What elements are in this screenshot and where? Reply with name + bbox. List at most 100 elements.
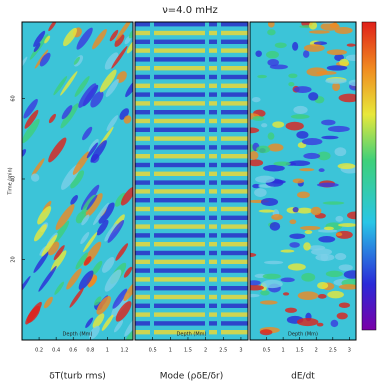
blob — [76, 27, 93, 50]
blob — [128, 29, 133, 39]
blob — [338, 302, 351, 308]
stripe — [135, 215, 248, 220]
blob — [78, 270, 94, 290]
blob — [115, 243, 129, 261]
blob — [288, 82, 295, 87]
blob — [313, 41, 328, 46]
blob — [284, 307, 297, 313]
stripe — [135, 118, 248, 124]
blob — [335, 215, 344, 222]
blob — [329, 22, 338, 29]
x-tick-label: 3 — [348, 348, 351, 354]
blob — [105, 79, 119, 97]
blob — [37, 206, 52, 225]
blob — [24, 109, 39, 129]
blob — [317, 151, 331, 161]
blob — [250, 127, 260, 134]
blob — [124, 314, 133, 337]
blob — [348, 79, 356, 87]
blob — [96, 219, 109, 236]
blob — [109, 29, 119, 42]
blob — [257, 74, 267, 79]
panel-frame — [134, 21, 249, 341]
blob — [61, 105, 73, 120]
stripe — [135, 277, 248, 282]
blob — [260, 290, 270, 296]
x-tick-label: 0.5 — [263, 348, 271, 354]
blob — [85, 317, 94, 329]
stripe — [135, 286, 248, 291]
y-axis-label: Time (min) — [8, 167, 14, 195]
panel-frame — [21, 21, 134, 341]
blob — [346, 43, 356, 47]
blob — [259, 329, 273, 336]
blob — [41, 234, 58, 257]
blob — [267, 143, 284, 152]
blob — [54, 281, 65, 295]
stripe — [135, 259, 248, 264]
blob — [53, 76, 68, 96]
blob — [292, 178, 305, 184]
blob — [292, 41, 299, 51]
blob — [104, 223, 118, 242]
x-tick-label: 2 — [315, 348, 318, 354]
blob — [30, 173, 40, 182]
stripe — [135, 268, 248, 273]
blob — [92, 28, 107, 50]
stripe — [135, 321, 248, 326]
blob — [332, 82, 341, 92]
blob — [308, 92, 319, 101]
stripe — [135, 250, 248, 256]
stripe — [135, 154, 248, 159]
blob — [81, 214, 90, 226]
blob — [296, 191, 310, 199]
blob — [252, 116, 265, 121]
blob — [289, 233, 306, 239]
blob — [80, 232, 90, 245]
blob — [302, 50, 310, 58]
blob — [60, 71, 78, 96]
blob — [38, 265, 57, 292]
y-tick-label: 60 — [11, 95, 17, 101]
blob — [267, 132, 275, 140]
blob — [296, 317, 319, 327]
stripe — [135, 294, 248, 300]
blob — [255, 175, 275, 183]
blob — [338, 264, 353, 271]
blob — [107, 219, 125, 243]
blob — [274, 42, 287, 49]
blob — [84, 193, 103, 219]
blob — [267, 22, 275, 28]
stripe — [135, 127, 248, 132]
blob — [92, 313, 105, 329]
blob — [272, 121, 285, 128]
blob — [297, 291, 319, 300]
blob — [86, 142, 99, 159]
blob — [304, 230, 313, 235]
panel — [22, 22, 133, 340]
blob — [86, 194, 98, 211]
blob — [115, 22, 133, 41]
blob — [23, 98, 38, 119]
x-tick-label: 1.5 — [296, 348, 304, 354]
blob — [288, 73, 298, 79]
blob — [267, 29, 276, 36]
blob — [82, 126, 93, 141]
blob — [44, 35, 51, 44]
blob — [269, 222, 281, 231]
blob — [347, 211, 356, 220]
y-tick-label: 40 — [11, 176, 17, 182]
blob — [33, 43, 41, 52]
blob — [250, 252, 257, 257]
panel-caption: dE/dt — [291, 372, 315, 382]
blob — [308, 245, 326, 251]
x-tick-label: 2.5 — [329, 348, 337, 354]
blob — [345, 54, 356, 61]
blob — [334, 253, 347, 261]
x-tick-label: 0.2 — [35, 348, 43, 354]
blob — [327, 125, 350, 133]
y-tick-label: 20 — [11, 256, 17, 262]
blob — [261, 279, 283, 289]
blob — [91, 260, 103, 276]
